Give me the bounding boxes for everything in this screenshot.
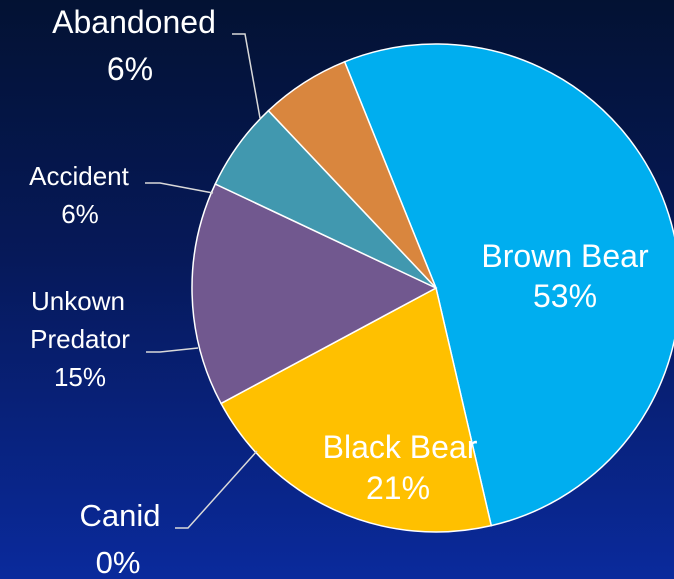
slice-percent-unknown-predator: 15% xyxy=(54,362,106,392)
leader-line-accident xyxy=(145,182,214,194)
leader-line-abandoned xyxy=(232,33,261,119)
pie-slice-black-bear xyxy=(220,286,493,533)
slice-label-brown-bear: Brown Bear xyxy=(481,238,649,274)
slice-label-black-bear: Black Bear xyxy=(323,429,478,465)
pie-slice-unkown-predator xyxy=(191,183,438,405)
slice-label-canid: Canid xyxy=(80,498,161,533)
leader-line-unknown-predator xyxy=(146,347,199,353)
pie-slice-brown-bear xyxy=(343,43,674,527)
slice-percent-canid: 0% xyxy=(96,545,141,579)
slice-labels: Brown Bear 53% Black Bear 21% Canid 0% U… xyxy=(29,4,649,579)
slice-percent-black-bear: 21% xyxy=(366,470,430,506)
pie-slices xyxy=(191,43,674,533)
slice-label-abandoned: Abandoned xyxy=(52,4,216,40)
pie-slice-abandoned xyxy=(267,60,437,289)
leader-line-canid xyxy=(175,450,258,529)
leader-lines xyxy=(145,33,261,529)
slice-percent-accident: 6% xyxy=(61,199,99,229)
slice-percent-brown-bear: 53% xyxy=(533,278,597,314)
slice-label-unknown-predator-line2: Predator xyxy=(30,324,130,354)
slice-percent-abandoned: 6% xyxy=(107,51,153,87)
slice-label-unknown-predator-line1: Unkown xyxy=(31,286,125,316)
slice-label-accident: Accident xyxy=(29,161,129,191)
